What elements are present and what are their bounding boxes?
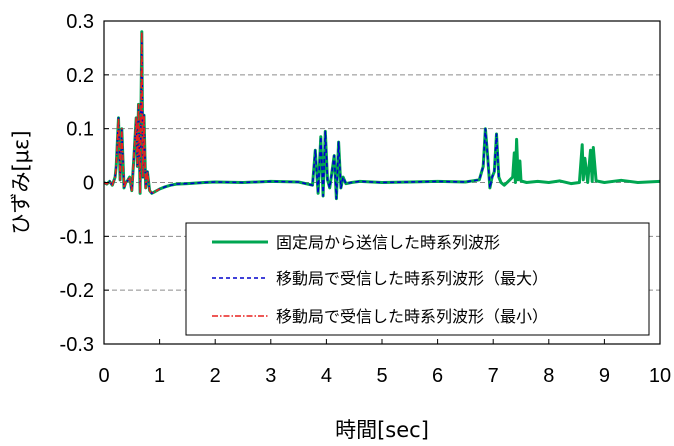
y-tick-label: 0 [83,173,94,195]
x-axis-label: 時間[sec] [335,418,429,442]
x-tick-label: 3 [265,365,276,387]
x-tick-label: 7 [488,365,499,387]
legend-label-fixed-station: 固定局から送信した時系列波形 [276,233,500,252]
x-tick-label: 10 [649,365,671,387]
y-tick-label: 0.1 [66,119,94,141]
x-axis-ticks: 0 1 2 3 4 5 6 7 8 9 10 [98,339,671,387]
series-line-mobile-max [103,30,500,200]
y-tick-label: 0.3 [66,11,94,33]
x-tick-label: 4 [321,365,332,387]
y-axis-label: ひずみ[με] [9,130,33,234]
y-tick-label: -0.1 [60,226,94,248]
x-tick-label: 5 [376,365,387,387]
x-tick-label: 9 [599,365,610,387]
y-tick-label: -0.3 [60,334,94,356]
y-tick-label: -0.2 [60,280,94,302]
series-line-mobile-min [103,30,160,195]
legend-label-mobile-min: 移動局で受信した時系列波形（最小） [276,307,548,326]
legend-label-mobile-max: 移動局で受信した時系列波形（最大） [276,269,548,288]
legend: 固定局から送信した時系列波形 移動局で受信した時系列波形（最大） 移動局で受信し… [185,222,650,336]
x-tick-label: 6 [432,365,443,387]
x-tick-label: 0 [98,365,109,387]
x-tick-label: 1 [154,365,165,387]
series-lines [103,30,661,201]
y-tick-label: 0.2 [66,65,94,87]
x-tick-label: 8 [543,365,554,387]
y-axis-ticks: 0.3 0.2 0.1 0 -0.1 -0.2 -0.3 [60,11,109,356]
x-tick-label: 2 [210,365,221,387]
